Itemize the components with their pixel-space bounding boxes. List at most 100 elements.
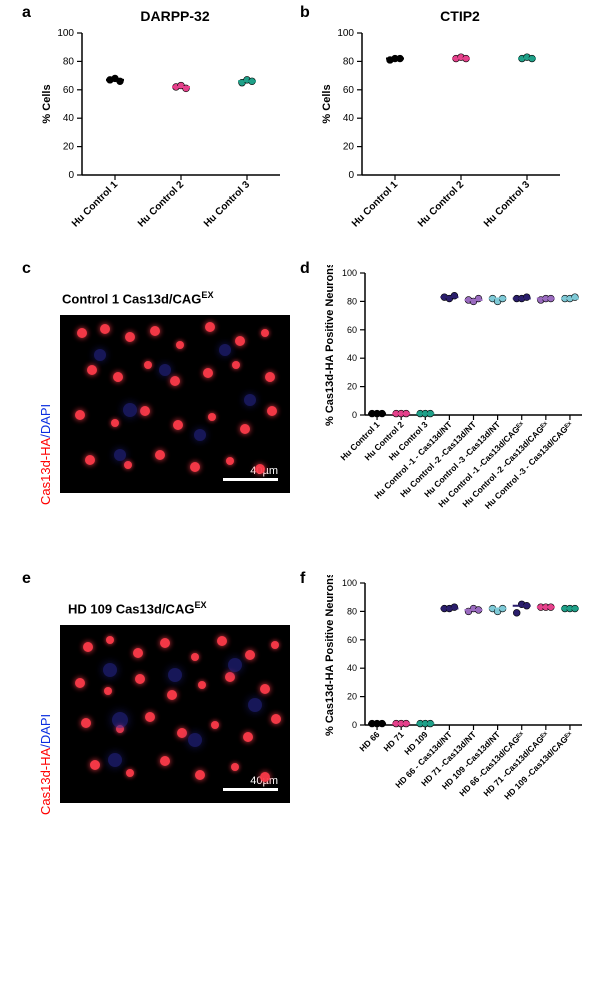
fluorescent-dot (135, 674, 145, 684)
panel-b-label: b (300, 4, 310, 22)
svg-text:80: 80 (343, 56, 355, 67)
fluorescent-dot (188, 733, 202, 747)
svg-text:Hu Control 2: Hu Control 2 (416, 179, 467, 230)
svg-text:40: 40 (347, 353, 357, 363)
fluorescent-dot (191, 653, 199, 661)
svg-text:60: 60 (63, 85, 75, 96)
svg-text:Hu Control 3: Hu Control 3 (482, 179, 533, 230)
svg-text:20: 20 (343, 142, 355, 153)
svg-text:60: 60 (347, 635, 357, 645)
svg-text:Hu Control 1: Hu Control 1 (70, 179, 121, 230)
fluorescent-dot (248, 698, 262, 712)
fluorescent-dot (271, 714, 281, 724)
panel-e-label: e (22, 570, 31, 588)
fluorescent-dot (167, 690, 177, 700)
fluorescent-dot (231, 763, 239, 771)
fluorescent-dot (103, 663, 117, 677)
svg-text:0: 0 (68, 170, 74, 181)
fluorescent-dot (104, 687, 112, 695)
fluorescent-dot (111, 419, 119, 427)
micro-e-title-sup: EX (194, 600, 206, 610)
chart-a: 020406080100% CellsHu Control 1Hu Contro… (30, 25, 290, 255)
svg-text:100: 100 (342, 578, 357, 588)
svg-text:0: 0 (348, 170, 354, 181)
fluorescent-dot (190, 462, 200, 472)
svg-text:% Cells: % Cells (41, 84, 53, 123)
micro-c-title-sup: EX (201, 290, 213, 300)
fluorescent-dot (225, 672, 235, 682)
fluorescent-dot (177, 728, 187, 738)
fluorescent-dot (255, 464, 265, 474)
fluorescent-dot (265, 372, 275, 382)
panel-f-label: f (300, 570, 305, 588)
svg-text:% Cells: % Cells (321, 84, 333, 123)
fluorescent-dot (198, 681, 206, 689)
fluorescent-dot (114, 449, 126, 461)
fluorescent-dot (205, 322, 215, 332)
fluorescent-dot (228, 658, 242, 672)
svg-text:0: 0 (352, 720, 357, 730)
fluorescent-dot (168, 668, 182, 682)
svg-text:% Cas13d-HA Positive Neurons: % Cas13d-HA Positive Neurons (324, 265, 336, 426)
fluorescent-dot (160, 756, 170, 766)
svg-text:80: 80 (347, 606, 357, 616)
fluorescent-dot (75, 678, 85, 688)
fluorescent-dot (271, 641, 279, 649)
stain-red-e: Cas13d-HA (38, 748, 53, 815)
stain-blue-e: /DAPI (38, 714, 53, 748)
fluorescent-dot (94, 349, 106, 361)
svg-text:40: 40 (63, 113, 75, 124)
svg-text:60: 60 (347, 325, 357, 335)
fluorescent-dot (125, 332, 135, 342)
fluorescent-dot (260, 772, 270, 782)
svg-text:80: 80 (347, 296, 357, 306)
svg-text:40: 40 (347, 663, 357, 673)
fluorescent-dot (195, 770, 205, 780)
svg-text:Hu Control 3: Hu Control 3 (202, 179, 253, 230)
fluorescent-dot (87, 365, 97, 375)
fluorescent-dot (203, 368, 213, 378)
fluorescent-dot (145, 712, 155, 722)
fluorescent-dot (144, 361, 152, 369)
fluorescent-dot (123, 403, 137, 417)
fluorescent-dot (217, 636, 227, 646)
svg-text:0: 0 (352, 410, 357, 420)
fluorescent-dot (124, 461, 132, 469)
fluorescent-dot (244, 394, 256, 406)
fluorescent-dot (226, 457, 234, 465)
fluorescent-dot (113, 372, 123, 382)
fluorescent-dot (260, 684, 270, 694)
fluorescent-dot (108, 753, 122, 767)
svg-text:Hu Control 2: Hu Control 2 (136, 179, 187, 230)
fluorescent-dot (235, 336, 245, 346)
svg-text:100: 100 (57, 28, 74, 39)
fluorescent-dot (112, 712, 128, 728)
fluorescent-dot (133, 648, 143, 658)
fluorescent-dot (243, 732, 253, 742)
svg-text:20: 20 (347, 692, 357, 702)
fluorescent-dot (90, 760, 100, 770)
svg-text:100: 100 (342, 268, 357, 278)
fluorescent-dot (211, 721, 219, 729)
fluorescent-dot (150, 326, 160, 336)
svg-text:40: 40 (343, 113, 355, 124)
micrograph-c: 40µm (60, 315, 290, 493)
fluorescent-dot (140, 406, 150, 416)
fluorescent-dot (77, 328, 87, 338)
fluorescent-dot (170, 376, 180, 386)
fluorescent-dot (83, 642, 93, 652)
fluorescent-dot (100, 324, 110, 334)
fluorescent-dot (176, 341, 184, 349)
micro-e-title-text: HD 109 Cas13d/CAG (68, 601, 194, 616)
fluorescent-dot (85, 455, 95, 465)
chart-a-title: DARPP-32 (95, 8, 255, 24)
svg-text:HD 66: HD 66 (357, 729, 381, 753)
svg-text:20: 20 (347, 382, 357, 392)
fluorescent-dot (126, 769, 134, 777)
fluorescent-dot (208, 413, 216, 421)
stain-red-c: Cas13d-HA (38, 438, 53, 505)
fluorescent-dot (245, 650, 255, 660)
svg-text:60: 60 (343, 85, 355, 96)
fluorescent-dot (75, 410, 85, 420)
fluorescent-dot (267, 406, 277, 416)
